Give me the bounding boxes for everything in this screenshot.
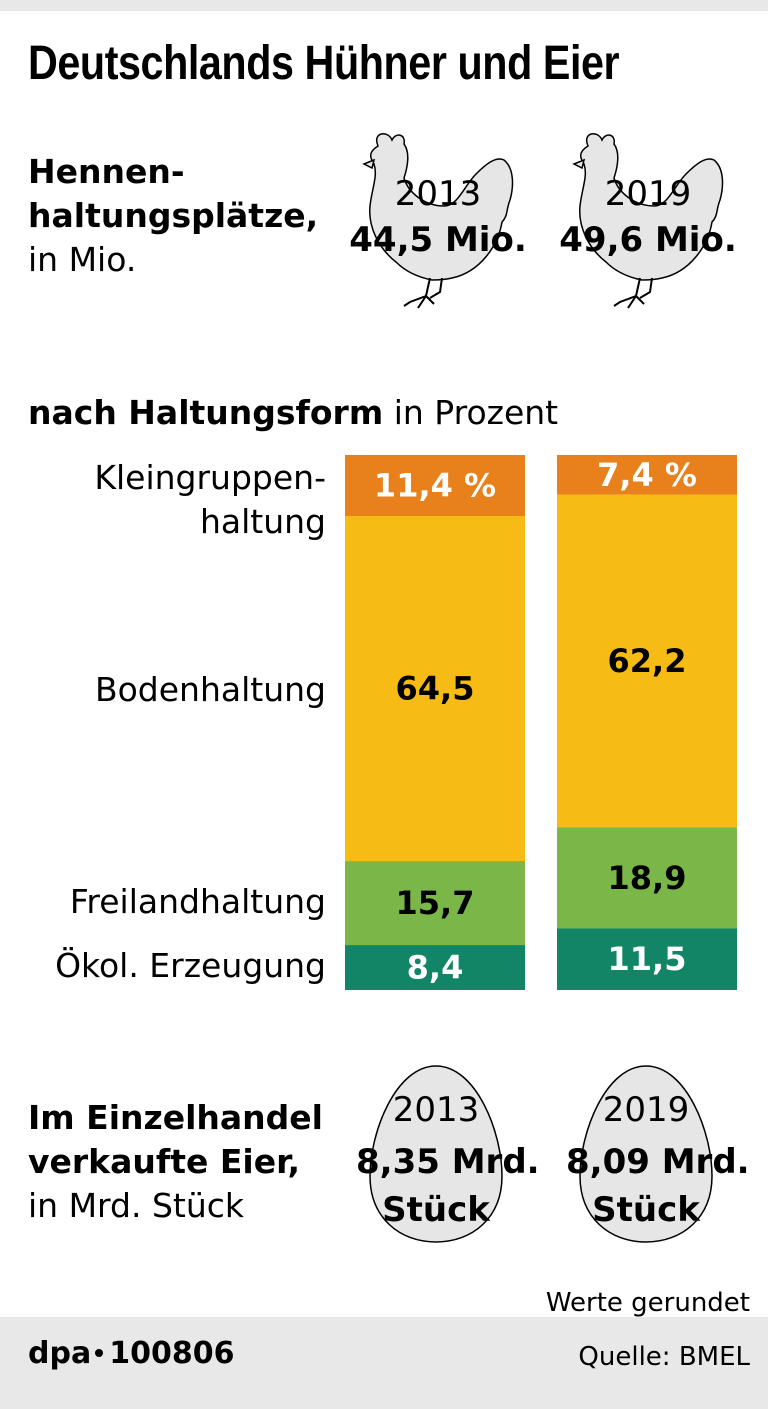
bar-segment-2019-1 — [557, 494, 737, 828]
hen-year: 2013 — [394, 174, 482, 214]
egg-value-line: 8,09 Mrd. — [566, 1142, 750, 1182]
footer-bar — [0, 1317, 768, 1409]
bar-segment-2013-2 — [345, 861, 525, 946]
chart-subtitle: nach Haltungsform in Prozent — [28, 393, 558, 432]
bar-label-2019-2: 18,9 — [608, 859, 687, 897]
egg-value-line: 8,35 Mrd. — [356, 1142, 540, 1182]
hens-label-line2: haltungsplätze, — [28, 196, 319, 235]
bar-label-2013-2: 15,7 — [396, 884, 475, 922]
source: Quelle: BMEL — [578, 1342, 750, 1372]
bar-segment-2019-0 — [557, 455, 737, 495]
bar-segment-2019-3 — [557, 928, 737, 990]
category-label-line: Kleingruppen- — [94, 458, 326, 497]
hens-label-line3: in Mio. — [28, 240, 137, 279]
credit-prefix: dpa — [28, 1336, 92, 1371]
hen-2019: 2019 49,6 Mio. — [558, 126, 738, 316]
eggs-label-line2: verkaufte Eier, — [28, 1142, 301, 1181]
top-bar — [0, 0, 768, 11]
dpa-credit: dpa 100806 — [28, 1336, 234, 1371]
hen-value: 44,5 Mio. — [349, 220, 527, 260]
category-label-oeko: Ökol. Erzeugung — [55, 946, 326, 985]
bar-segment-2013-1 — [345, 515, 525, 862]
egg-2013: 2013 8,35 Mrd. Stück — [356, 1062, 540, 1247]
hens-label: Hennen- haltungsplätze, in Mio. — [28, 150, 318, 282]
category-label-boden: Bodenhaltung — [94, 670, 326, 709]
egg-year: 2013 — [392, 1090, 480, 1130]
subtitle-normal: in Prozent — [383, 393, 559, 432]
chart-title: Deutschlands Hühner und Eier — [28, 37, 620, 90]
bar-label-2019-1: 62,2 — [608, 642, 687, 680]
egg-value: 8,35 Mrd. Stück — [356, 1138, 540, 1234]
bar-label-2013-0: 11,4 % — [374, 466, 496, 504]
hen-icon — [572, 133, 724, 309]
hen-2013: 2013 44,5 Mio. — [348, 126, 528, 316]
hen-icon — [362, 133, 514, 309]
egg-value-line: Stück — [592, 1190, 700, 1230]
bar-label-2013-3: 8,4 — [407, 949, 464, 987]
egg-icon — [579, 1065, 713, 1243]
credit-id: 100806 — [109, 1336, 235, 1371]
egg-icon — [369, 1065, 503, 1243]
subtitle-bold: nach Haltungsform — [28, 393, 384, 432]
category-label-frei: Freilandhaltung — [69, 882, 326, 921]
hen-year: 2019 — [604, 174, 692, 214]
hen-value: 49,6 Mio. — [559, 220, 737, 260]
bullet-icon — [95, 1348, 104, 1357]
bar-segment-2013-3 — [345, 945, 525, 990]
eggs-label-line3: in Mrd. Stück — [28, 1186, 245, 1225]
bar-segment-2019-2 — [557, 827, 737, 929]
category-label-line: haltung — [199, 502, 326, 541]
bar-label-2019-3: 11,5 — [608, 940, 687, 978]
eggs-label: Im Einzelhandel verkaufte Eier, in Mrd. … — [28, 1096, 323, 1228]
egg-2019: 2019 8,09 Mrd. Stück — [566, 1062, 750, 1247]
hens-label-line1: Hennen- — [28, 152, 185, 191]
note-rounded: Werte gerundet — [545, 1288, 750, 1318]
egg-year: 2019 — [602, 1090, 690, 1130]
bar-label-2013-1: 64,5 — [396, 670, 475, 708]
egg-value-line: Stück — [382, 1190, 490, 1230]
eggs-label-line1: Im Einzelhandel — [28, 1098, 323, 1137]
category-label-kleingruppen: Kleingruppen- haltung — [94, 456, 326, 544]
bar-label-2019-0: 7,4 % — [597, 456, 697, 494]
bar-segment-2013-0 — [345, 455, 525, 516]
egg-value: 8,09 Mrd. Stück — [566, 1138, 750, 1234]
